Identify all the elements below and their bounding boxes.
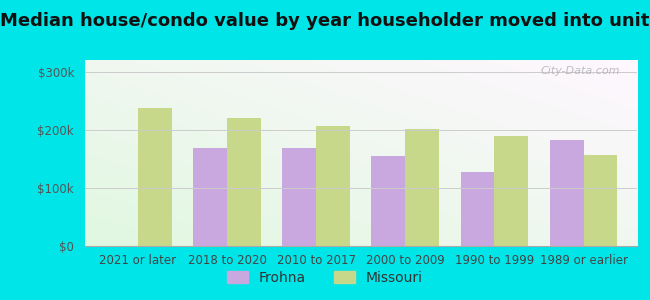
Legend: Frohna, Missouri: Frohna, Missouri — [222, 265, 428, 290]
Bar — [316, 126, 350, 246]
Bar — [406, 129, 439, 246]
Bar — [227, 118, 261, 246]
Bar — [495, 136, 528, 246]
Text: City-Data.com: City-Data.com — [541, 66, 620, 76]
Bar — [371, 156, 406, 246]
Bar — [282, 148, 316, 246]
Bar — [550, 140, 584, 246]
Text: Median house/condo value by year householder moved into unit: Median house/condo value by year househo… — [0, 12, 650, 30]
Bar — [461, 172, 495, 246]
Bar — [138, 108, 172, 246]
Bar — [193, 148, 227, 246]
Bar — [584, 155, 618, 246]
